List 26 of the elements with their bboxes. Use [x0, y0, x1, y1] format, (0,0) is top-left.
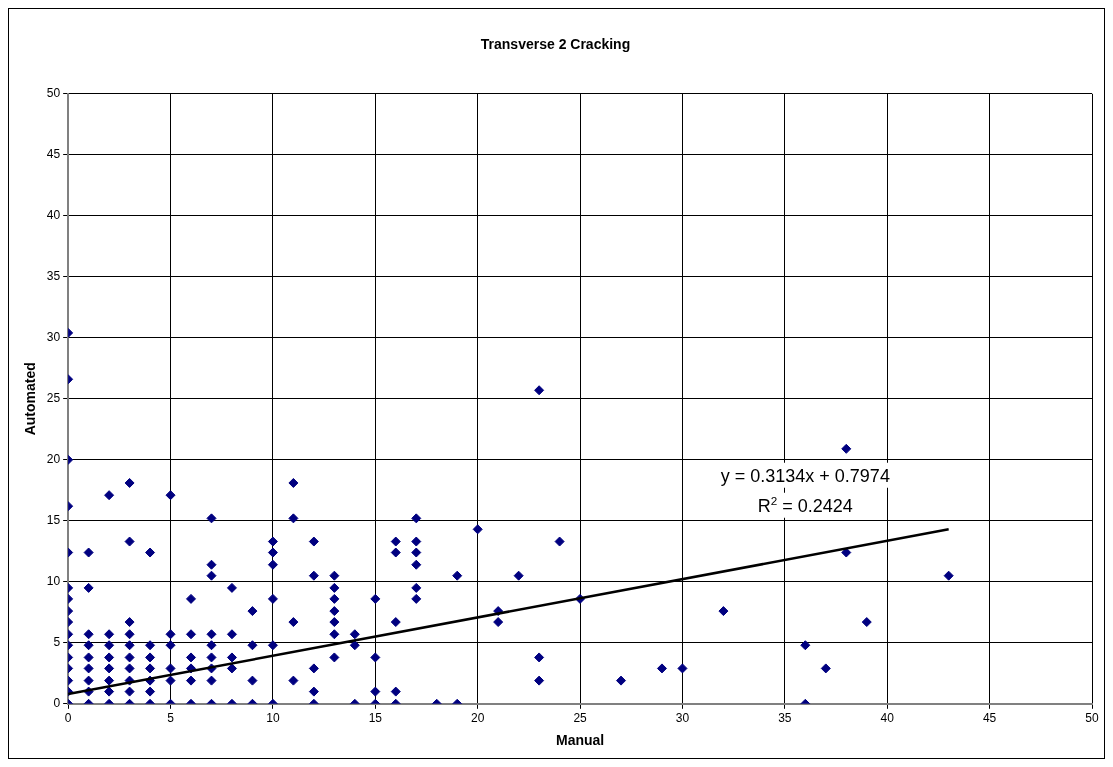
x-tick-label: 10 — [266, 711, 280, 726]
x-tick-label: 20 — [471, 711, 485, 726]
y-tick-label: 5 — [53, 635, 61, 650]
x-tick-label: 50 — [1085, 711, 1099, 726]
y-tick-label: 40 — [46, 208, 61, 223]
y-tick-label: 45 — [46, 147, 61, 162]
y-tick-label: 15 — [46, 513, 61, 528]
x-tick-label: 5 — [167, 711, 175, 726]
x-tick-label: 15 — [368, 711, 383, 726]
y-tick-label: 30 — [46, 330, 61, 345]
y-tick-label: 25 — [46, 391, 61, 406]
y-tick-label: 0 — [53, 696, 61, 711]
y-tick-label: 20 — [46, 452, 61, 467]
x-tick-label: 0 — [64, 711, 72, 726]
annotation: y = 0.3134x + 0.7974 — [720, 465, 890, 486]
y-axis-title: Automated — [22, 362, 39, 436]
x-tick-label: 35 — [778, 711, 792, 726]
x-tick-label: 45 — [982, 711, 997, 726]
y-tick-label: 50 — [46, 86, 61, 101]
x-tick-label: 40 — [880, 711, 895, 726]
x-tick-label: 30 — [675, 711, 690, 726]
y-tick-label: 35 — [46, 269, 61, 284]
x-tick-label: 25 — [573, 711, 588, 726]
chart-title: Transverse 2 Cracking — [480, 36, 631, 53]
x-axis-title: Manual — [555, 732, 605, 749]
y-tick-label: 10 — [46, 574, 61, 589]
